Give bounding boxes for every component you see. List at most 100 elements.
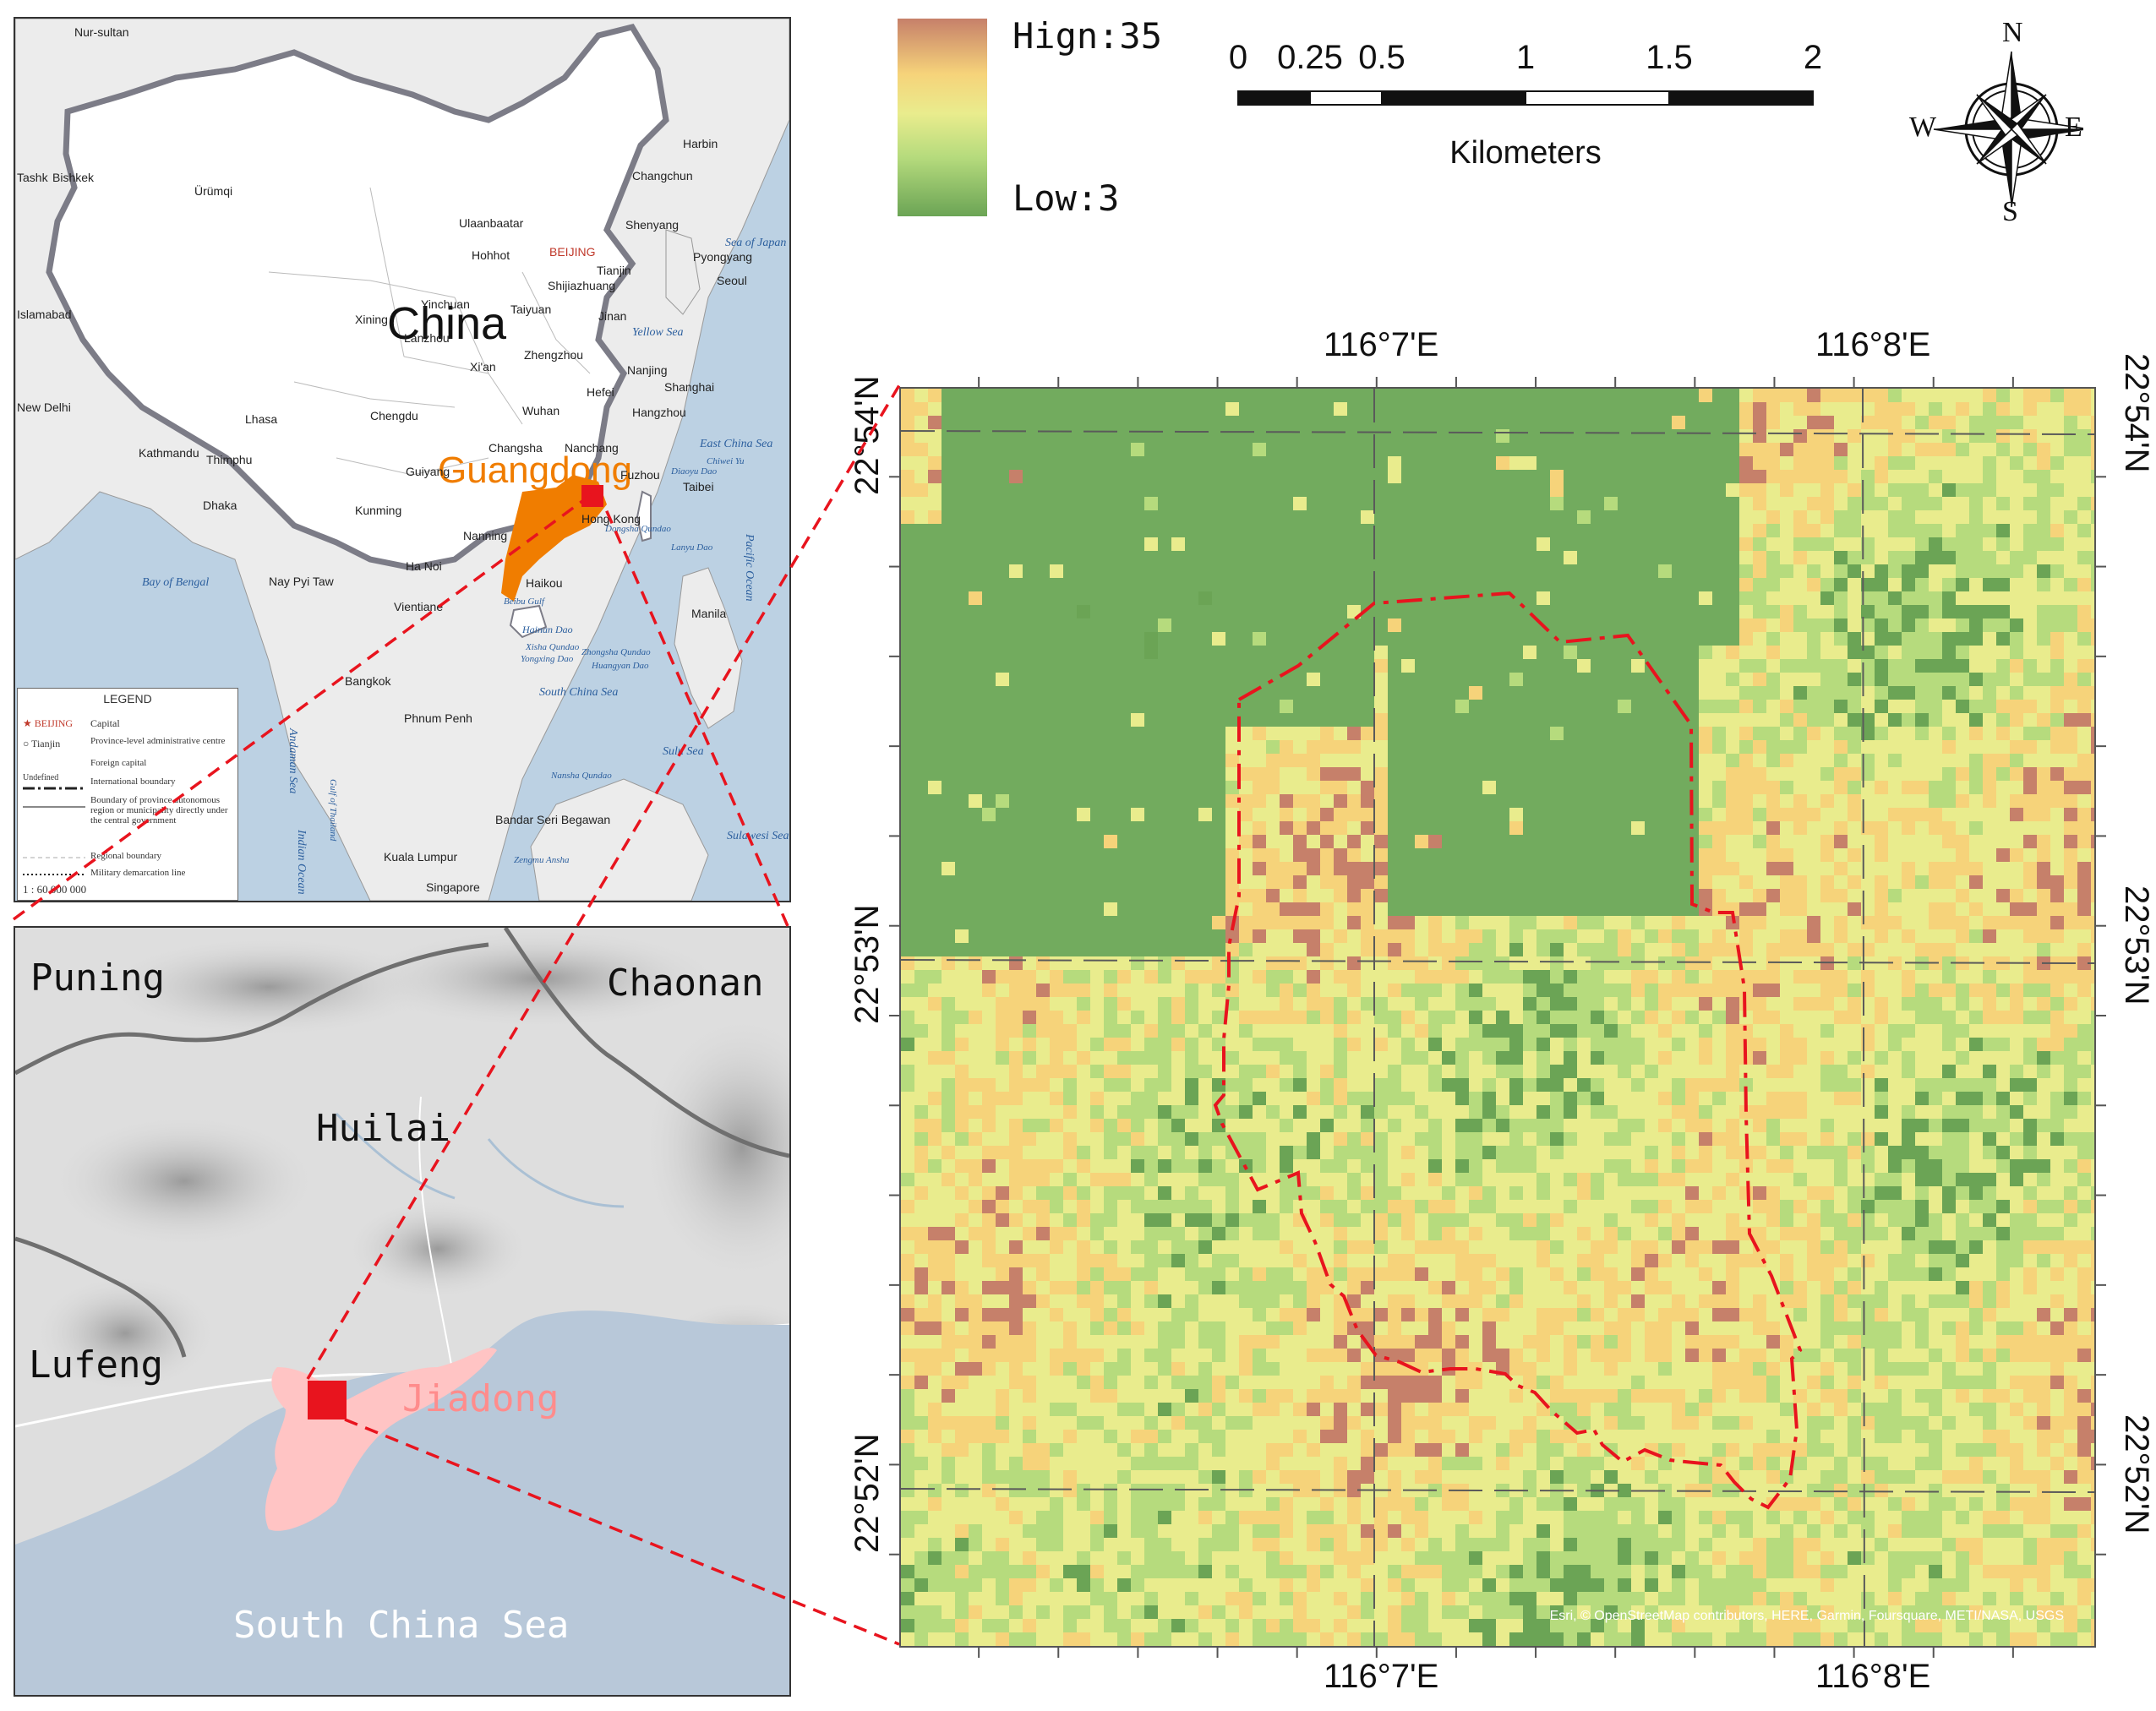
graticule-lines [901, 389, 2094, 1646]
scale-tick-label: 0.25 [1277, 39, 1343, 76]
south-letter: S [2002, 196, 2018, 227]
city-label: Nanning [463, 529, 508, 542]
north-arrow: N S W E [1906, 17, 2083, 228]
city-label: Singapore [426, 880, 480, 894]
city-label: Yinchuan [421, 297, 470, 311]
city-label: Jinan [598, 309, 627, 323]
city-label: Lhasa [245, 412, 278, 426]
west-letter: W [1909, 112, 1937, 143]
scale-tick-label: 1 [1515, 39, 1536, 76]
city-label: Xining [355, 313, 388, 326]
north-letter: N [2002, 17, 2023, 48]
legend-text: Military demarcation line [90, 868, 186, 878]
city-label: Pyongyang [693, 250, 753, 264]
city-label: Ürümqi [194, 184, 233, 198]
city-label: Haikou [526, 576, 563, 590]
sea-label: Sulawesi Sea [727, 830, 789, 842]
island-label: Chiwei Yu [707, 456, 745, 466]
city-label: Chengdu [370, 409, 418, 422]
legend-text: Capital [90, 717, 120, 729]
city-label: Lanzhou [404, 331, 450, 345]
guangdong-province [501, 475, 607, 602]
compass-point [1976, 94, 2018, 129]
city-label: Hohhot [472, 248, 510, 262]
scale-unit-label: Kilometers [1449, 135, 1602, 171]
regional-map: Puning Chaonan Huilai Lufeng Jiadong Sou… [14, 926, 791, 1697]
island-label: Beibu Gulf [504, 597, 544, 607]
scale-tick-label: 0.5 [1358, 39, 1405, 76]
scale-tick-label: 0 [1228, 39, 1248, 76]
scale-segment [1668, 90, 1814, 106]
city-label: Shanghai [664, 380, 715, 394]
legend-low-label: Low:3 [1013, 177, 1120, 219]
city-label: Changchun [632, 169, 693, 183]
color-ramp-legend [898, 19, 987, 216]
city-label: Ulaanbaatar [459, 216, 524, 230]
city-label: Bandar Seri Begawan [495, 813, 611, 826]
city-label: Shenyang [625, 218, 680, 232]
city-label: Harbin [683, 137, 718, 150]
china-territory [46, 23, 669, 571]
city-label: Nur-sultan [74, 25, 129, 39]
compass-rose-icon [1933, 51, 2083, 208]
east-letter: E [2065, 112, 2082, 143]
raster-map: Esri, © OpenStreetMap contributors, HERE… [899, 387, 2096, 1648]
region-label: Lufeng [29, 1343, 163, 1387]
sea-label: Gulf of Thailand [328, 779, 338, 842]
top-tick-marks [978, 377, 2014, 389]
city-label: Manila [691, 607, 727, 620]
legend-text: Regional boundary [90, 851, 162, 861]
compass-point [2005, 129, 2047, 165]
city-label: Nay Pyi Taw [269, 575, 334, 588]
city-label: Xi'an [470, 360, 496, 373]
island-label: Lanyu Dao [671, 542, 713, 553]
legend-text: International boundary [90, 776, 176, 787]
legend-symbol: ○ Tianjin [23, 738, 61, 749]
china-map-graphic [15, 19, 789, 901]
city-label: Dhaka [203, 499, 237, 512]
legend-symbol: Undefined [23, 773, 59, 782]
scale-bar-graphic [1237, 90, 1814, 106]
city-label: New Delhi [17, 401, 71, 414]
legend-text: Foreign capital [90, 758, 147, 768]
city-label: Fuzhou [620, 468, 660, 482]
compass-point [1976, 94, 2013, 137]
compass-point [2011, 94, 2047, 136]
city-label: Islamabad [17, 308, 72, 321]
city-label: Ha Noi [406, 559, 442, 573]
region-label: Huilai [316, 1107, 450, 1150]
country-label: China [387, 298, 507, 349]
legend-symbol: ★ BEIJING [23, 717, 74, 729]
scale-tick-label: 2 [1803, 39, 1823, 76]
legend-text: Province-level administrative centre [90, 736, 226, 746]
right-tick-marks [2094, 476, 2106, 1556]
compass-point [1976, 123, 2011, 165]
city-label: Taiyuan [510, 302, 552, 316]
city-label: Taibei [683, 480, 714, 493]
island-label: Diaoyu Dao [671, 466, 718, 477]
compass-point [2010, 122, 2047, 165]
sea-label: East China Sea [700, 438, 773, 450]
island-label: Nansha Qundao [551, 771, 612, 781]
sea-label: Pacific Ocean [743, 534, 756, 602]
region-label: Chaonan [607, 962, 764, 1005]
raster-graphic [901, 389, 2094, 1646]
study-area-marker [308, 1381, 347, 1419]
hainan-island [509, 604, 548, 639]
sea-label: Yellow Sea [632, 326, 684, 339]
city-label: Hefei [587, 385, 614, 399]
city-label: Kathmandu [139, 446, 199, 460]
top-lon-label: 116°7'E [1324, 326, 1439, 363]
scale-tick-label: 1.5 [1646, 39, 1693, 76]
compass-point [1934, 117, 2011, 129]
city-label: Tianjin [597, 264, 631, 277]
left-tick-marks [889, 476, 901, 1556]
city-label: Kunming [355, 504, 402, 517]
island-label: Zhongsha Qundao [581, 647, 651, 657]
bottom-lon-label: 116°7'E [1324, 1658, 1439, 1695]
city-label: Guiyang [406, 465, 450, 478]
bottom-tick-marks [978, 1646, 2014, 1658]
legend-high-label: Hign:35 [1013, 15, 1163, 57]
compass-point [2011, 129, 2083, 141]
